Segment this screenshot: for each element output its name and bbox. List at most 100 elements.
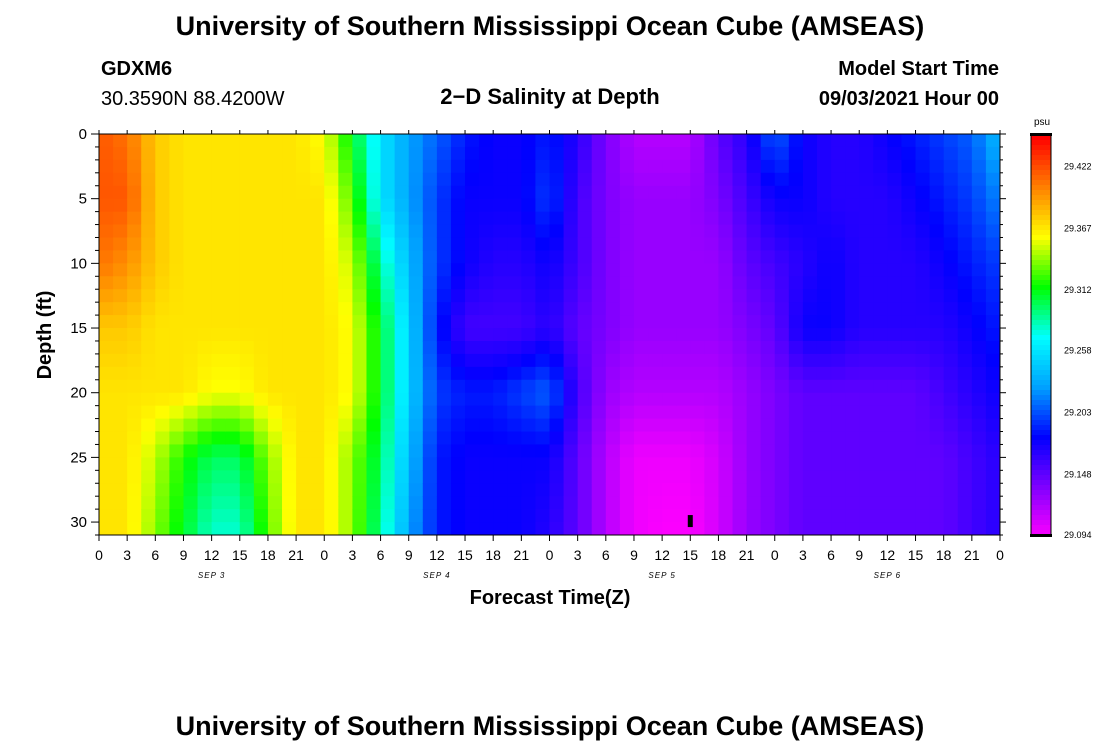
heatmap-cell	[253, 146, 269, 161]
heatmap-cell	[366, 146, 382, 161]
heatmap-cell	[648, 276, 663, 290]
heatmap-cell	[507, 418, 522, 433]
heatmap-cell	[760, 418, 776, 433]
heatmap-cell	[704, 509, 720, 523]
heatmap-cell	[845, 263, 860, 277]
heatmap-cell	[380, 431, 396, 446]
heatmap-cell	[507, 470, 522, 484]
heatmap-cell	[985, 185, 1000, 200]
heatmap-cell	[732, 496, 748, 510]
colorbar-segment	[1031, 325, 1051, 331]
heatmap-cell	[267, 289, 283, 303]
heatmap-cell	[366, 185, 382, 200]
heatmap-cell	[619, 185, 635, 200]
heatmap-cell	[676, 289, 691, 303]
heatmap-cell	[127, 457, 142, 471]
heatmap-cell	[380, 379, 396, 394]
heatmap-cell	[859, 289, 874, 303]
heatmap-cell	[479, 276, 494, 290]
heatmap-cell	[479, 418, 494, 433]
heatmap-cell	[633, 509, 649, 523]
heatmap-cell	[802, 237, 818, 252]
heatmap-cell	[648, 224, 663, 239]
heatmap-cell	[450, 483, 466, 497]
heatmap-cell	[563, 185, 579, 200]
heatmap-cell	[239, 302, 255, 316]
heatmap-cell	[732, 392, 748, 407]
heatmap-cell	[99, 302, 114, 316]
heatmap-cell	[760, 185, 776, 200]
heatmap-cell	[746, 159, 762, 174]
heatmap-cell	[901, 134, 917, 148]
heatmap-cell	[619, 159, 635, 174]
heatmap-cell	[662, 431, 677, 446]
heatmap-cell	[479, 328, 494, 342]
heatmap-cell	[169, 392, 185, 407]
heatmap-cell	[99, 159, 114, 174]
heatmap-cell	[408, 340, 424, 355]
heatmap-cell	[436, 418, 452, 433]
heatmap-cell	[662, 185, 677, 200]
x-tick-label: 0	[771, 547, 779, 563]
heatmap-cell	[985, 198, 1000, 213]
heatmap-cell	[873, 366, 888, 381]
heatmap-cell	[845, 146, 860, 161]
heatmap-cell	[211, 315, 227, 329]
heatmap-cell	[774, 509, 790, 523]
heatmap-cell	[169, 263, 185, 277]
heatmap-cell	[99, 431, 114, 446]
heatmap-cell	[943, 366, 959, 381]
y-tick-label: 5	[79, 191, 87, 208]
heatmap-cell	[718, 328, 734, 342]
heatmap-cell	[845, 379, 860, 394]
heatmap-cell	[465, 405, 480, 420]
heatmap-cell	[915, 522, 931, 535]
heatmap-cell	[113, 263, 128, 277]
heatmap-cell	[169, 250, 185, 264]
heatmap-cell	[380, 146, 396, 161]
heatmap-cell	[507, 250, 522, 264]
heatmap-cell	[943, 457, 959, 471]
heatmap-cell	[324, 522, 339, 535]
heatmap-cell	[436, 302, 452, 316]
heatmap-cell	[859, 315, 874, 329]
heatmap-cell	[901, 185, 917, 200]
heatmap-cell	[704, 496, 720, 510]
heatmap-cell	[859, 302, 874, 316]
heatmap-cell	[690, 392, 705, 407]
colorbar-segment	[1031, 230, 1051, 236]
heatmap-cell	[450, 431, 466, 446]
heatmap-cell	[211, 146, 227, 161]
heatmap-cell	[774, 146, 790, 161]
heatmap-cell	[943, 418, 959, 433]
heatmap-cell	[971, 250, 987, 264]
heatmap-cell	[465, 340, 480, 355]
heatmap-cell	[915, 470, 931, 484]
heatmap-cell	[296, 250, 311, 264]
heatmap-cell	[816, 250, 832, 264]
heatmap-cell	[788, 315, 804, 329]
heatmap-cell	[732, 328, 748, 342]
heatmap-cell	[267, 276, 283, 290]
heatmap-cell	[563, 353, 579, 368]
heatmap-cell	[127, 263, 142, 277]
colorbar-segment	[1031, 270, 1051, 276]
heatmap-cell	[718, 134, 734, 148]
heatmap-cell	[549, 198, 565, 213]
heatmap-cell	[577, 134, 593, 148]
colorbar-segment	[1031, 500, 1051, 506]
heatmap-cell	[718, 315, 734, 329]
heatmap-cell	[901, 509, 917, 523]
heatmap-cell	[915, 366, 931, 381]
heatmap-cell	[915, 418, 931, 433]
heatmap-cell	[310, 496, 325, 510]
colorbar-segment	[1031, 210, 1051, 216]
heatmap-cell	[352, 237, 368, 252]
heatmap-cell	[127, 509, 142, 523]
heatmap-cell	[493, 496, 508, 510]
heatmap-cell	[816, 470, 832, 484]
heatmap-cell	[450, 146, 466, 161]
heatmap-cell	[127, 198, 142, 213]
heatmap-cell	[690, 470, 705, 484]
heatmap-cell	[859, 392, 874, 407]
